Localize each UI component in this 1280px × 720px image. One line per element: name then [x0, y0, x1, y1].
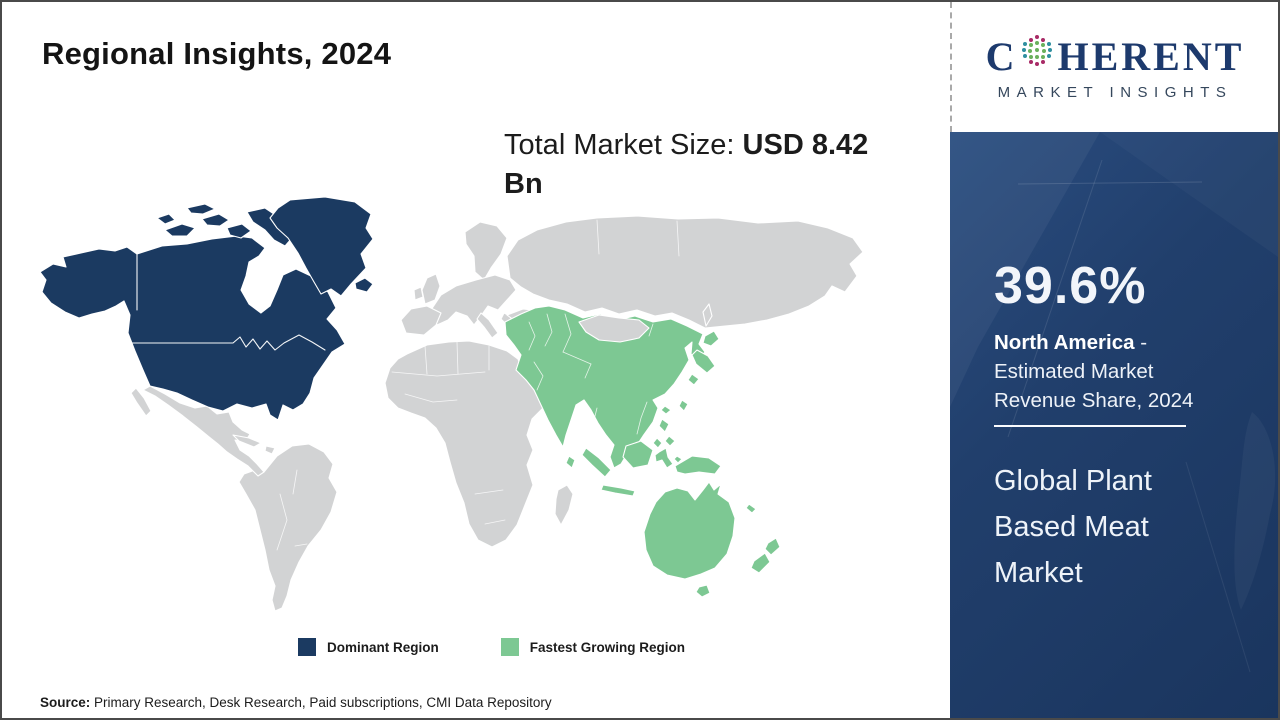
country-borders — [127, 219, 680, 551]
total-market-size-label: Total Market Size: — [504, 129, 743, 161]
total-market-size: Total Market Size: USD 8.42 Bn — [504, 126, 902, 204]
source-label: Source: — [40, 695, 91, 710]
brand-letter-c: C — [985, 33, 1018, 79]
dominant-region-label: Dominant Region — [327, 639, 439, 655]
source-text: Primary Research, Desk Research, Paid su… — [90, 695, 552, 710]
world-map — [37, 194, 947, 624]
region-north-america — [39, 196, 374, 421]
share-description: North America - Estimated Market Revenue… — [994, 328, 1238, 415]
share-region: North America — [994, 331, 1135, 354]
panel-background-pattern — [950, 132, 1276, 673]
region-asia-pacific — [504, 305, 781, 598]
market-name: Global Plant Based Meat Market — [994, 465, 1152, 589]
fastest-growing-region-label: Fastest Growing Region — [529, 639, 686, 655]
map-legend: Dominant Region Fastest Growing Region — [298, 638, 685, 656]
region-rest-of-world — [130, 215, 864, 612]
dominant-region-swatch — [298, 638, 316, 656]
fastest-growing-region-swatch — [500, 638, 519, 656]
logo-panel: C — [950, 2, 1278, 132]
source-line: Source: Primary Research, Desk Research,… — [40, 695, 552, 710]
insight-panel: 39.6% North America - Estimated Market R… — [950, 132, 1278, 718]
legend-item-fastest-growing: Fastest Growing Region — [500, 638, 686, 656]
share-description-text: - Estimated Market Revenue Share, 2024 — [994, 331, 1194, 412]
country-mongolia — [578, 314, 650, 343]
share-percentage: 39.6% — [994, 257, 1147, 315]
page-title: Regional Insights, 2024 — [42, 36, 392, 71]
total-market-size-value: USD 8.42 Bn — [504, 129, 869, 200]
brand-letters-herent: HERENT — [1057, 33, 1245, 79]
brand-subtitle: MARKET INSIGHTS — [997, 84, 1233, 101]
legend-item-dominant: Dominant Region — [298, 638, 439, 656]
panel-divider — [994, 425, 1186, 427]
brand-logo: C — [986, 33, 1245, 80]
dotted-globe-icon — [1019, 33, 1055, 76]
